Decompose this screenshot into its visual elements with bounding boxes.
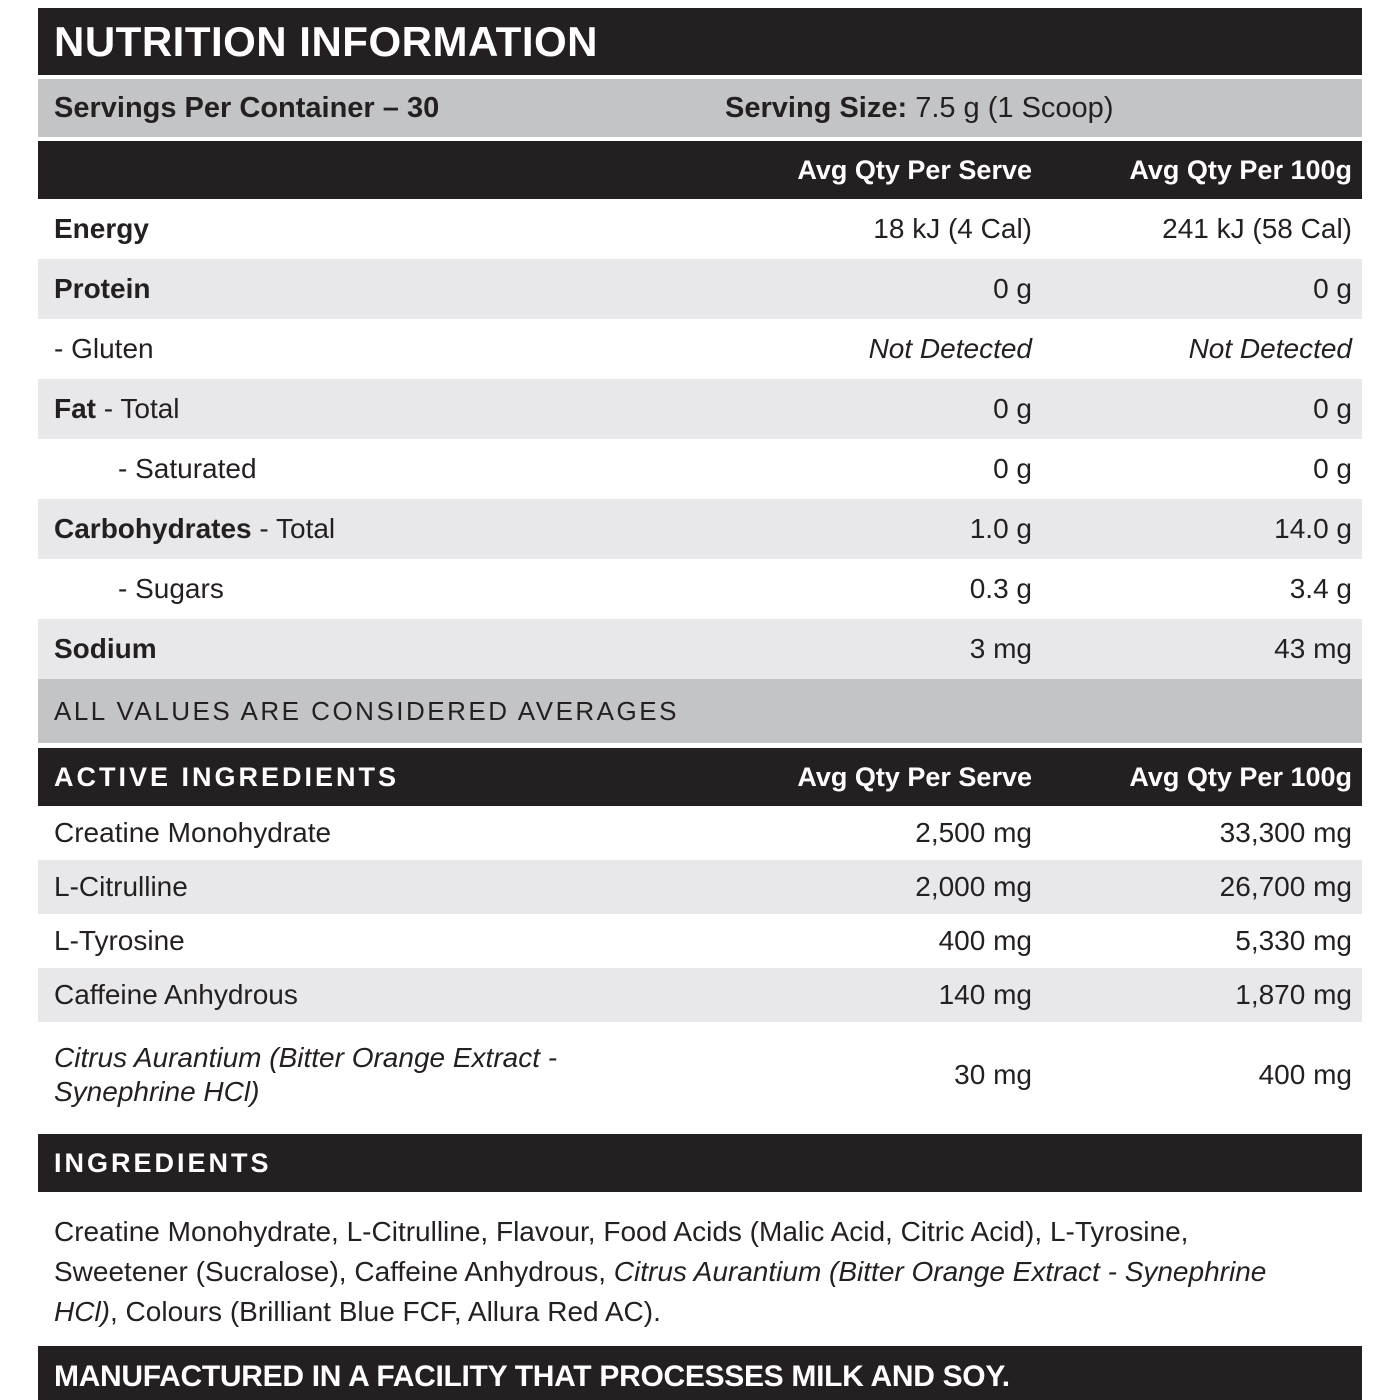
active-ingredients-header-bar: ACTIVE INGREDIENTS Avg Qty Per Serve Avg…	[38, 748, 1362, 806]
nutrient-table: Energy 18 kJ (4 Cal) 241 kJ (58 Cal) Pro…	[38, 199, 1362, 679]
servings-per-container: Servings Per Container – 30	[54, 91, 440, 124]
table-row-citrulline: L-Citrulline 2,000 mg 26,700 mg	[38, 860, 1362, 914]
table-row-sodium: Sodium 3 mg 43 mg	[38, 619, 1362, 679]
column-header-per-serve: Avg Qty Per Serve	[797, 154, 1032, 185]
active-column-per-serve: Avg Qty Per Serve	[797, 761, 1032, 792]
table-row-carbohydrates-total: Carbohydrates - Total 1.0 g 14.0 g	[38, 499, 1362, 559]
table-row-creatine: Creatine Monohydrate 2,500 mg 33,300 mg	[54, 817, 1352, 848]
serving-size-label: Serving Size:	[725, 91, 908, 124]
column-header-per-100g: Avg Qty Per 100g	[1129, 154, 1352, 185]
averages-note: ALL VALUES ARE CONSIDERED AVERAGES	[54, 695, 679, 726]
table-row-fat-saturated: - Saturated 0 g 0 g	[118, 453, 1352, 484]
nutrition-label: NUTRITION INFORMATION Servings Per Conta…	[38, 8, 1362, 1400]
title-bar: NUTRITION INFORMATION	[38, 8, 1362, 75]
active-ingredients-title: ACTIVE INGREDIENTS	[54, 761, 400, 792]
table-row-fat-total: Fat - Total 0 g 0 g	[38, 379, 1362, 439]
table-row-citrus-aurantium: Citrus Aurantium (Bitter Orange Extract …	[54, 1042, 1352, 1107]
table-row-sugars: - Sugars 0.3 g 3.4 g	[118, 573, 1352, 604]
table-row-caffeine: Caffeine Anhydrous 140 mg 1,870 mg	[38, 968, 1362, 1022]
table-row-energy: Energy 18 kJ (4 Cal) 241 kJ (58 Cal)	[54, 213, 1352, 244]
table-row-tyrosine: L-Tyrosine 400 mg 5,330 mg	[54, 925, 1352, 956]
active-column-per-100g: Avg Qty Per 100g	[1129, 761, 1352, 792]
averages-note-bar: ALL VALUES ARE CONSIDERED AVERAGES	[38, 679, 1362, 743]
ingredients-header-bar: INGREDIENTS	[38, 1134, 1362, 1192]
ingredients-text-before: Creatine Monohydrate, L-Citrulline, Flav…	[54, 1216, 1189, 1287]
ingredients-text-after: , Colours (Brilliant Blue FCF, Allura Re…	[110, 1296, 661, 1327]
ingredients-paragraph: Creatine Monohydrate, L-Citrulline, Flav…	[38, 1192, 1362, 1332]
active-ingredients-table: Creatine Monohydrate 2,500 mg 33,300 mg …	[38, 806, 1362, 1128]
serving-info-bar: Servings Per Container – 30 Serving Size…	[38, 79, 1362, 137]
page-title: NUTRITION INFORMATION	[54, 17, 598, 65]
allergen-notice-bar: MANUFACTURED IN A FACILITY THAT PROCESSE…	[38, 1346, 1362, 1400]
serving-size-value: 7.5 g (1 Scoop)	[915, 91, 1114, 124]
table-row-protein: Protein 0 g 0 g	[38, 259, 1362, 319]
ingredients-text-italic: Citrus Aurantium (Bitter Orange Extract …	[54, 1256, 1267, 1327]
column-header-bar: Avg Qty Per Serve Avg Qty Per 100g	[38, 141, 1362, 199]
ingredients-title: INGREDIENTS	[54, 1147, 272, 1178]
table-row-gluten: - Gluten Not Detected Not Detected	[54, 333, 1352, 364]
allergen-notice: MANUFACTURED IN A FACILITY THAT PROCESSE…	[54, 1360, 1010, 1393]
serving-size: Serving Size: 7.5 g (1 Scoop)	[725, 92, 1362, 125]
